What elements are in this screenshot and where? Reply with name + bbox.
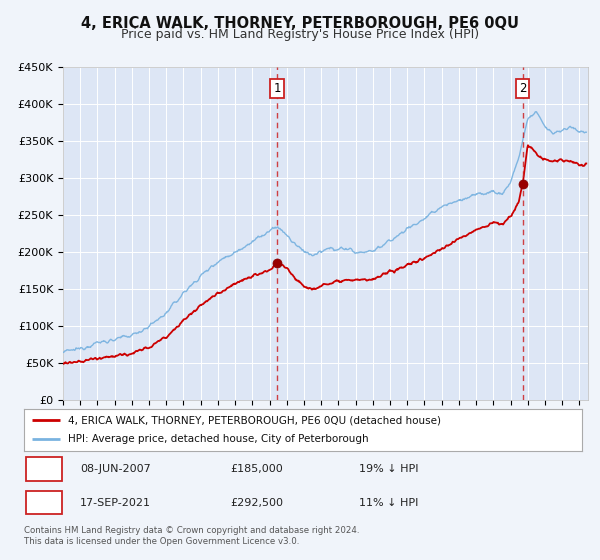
Text: Price paid vs. HM Land Registry's House Price Index (HPI): Price paid vs. HM Land Registry's House … [121, 28, 479, 41]
Text: Contains HM Land Registry data © Crown copyright and database right 2024.
This d: Contains HM Land Registry data © Crown c… [24, 526, 359, 546]
FancyBboxPatch shape [26, 491, 62, 515]
Text: 2: 2 [40, 497, 47, 507]
Text: 4, ERICA WALK, THORNEY, PETERBOROUGH, PE6 0QU (detached house): 4, ERICA WALK, THORNEY, PETERBOROUGH, PE… [68, 415, 440, 425]
Text: 1: 1 [274, 82, 281, 95]
Text: HPI: Average price, detached house, City of Peterborough: HPI: Average price, detached house, City… [68, 435, 368, 445]
Text: 11% ↓ HPI: 11% ↓ HPI [359, 497, 418, 507]
Text: 08-JUN-2007: 08-JUN-2007 [80, 464, 151, 474]
Text: £185,000: £185,000 [230, 464, 283, 474]
Text: £292,500: £292,500 [230, 497, 283, 507]
Text: 19% ↓ HPI: 19% ↓ HPI [359, 464, 418, 474]
Text: 1: 1 [40, 464, 47, 474]
Text: 17-SEP-2021: 17-SEP-2021 [80, 497, 151, 507]
Text: 2: 2 [519, 82, 527, 95]
FancyBboxPatch shape [26, 457, 62, 481]
Text: 4, ERICA WALK, THORNEY, PETERBOROUGH, PE6 0QU: 4, ERICA WALK, THORNEY, PETERBOROUGH, PE… [81, 16, 519, 31]
